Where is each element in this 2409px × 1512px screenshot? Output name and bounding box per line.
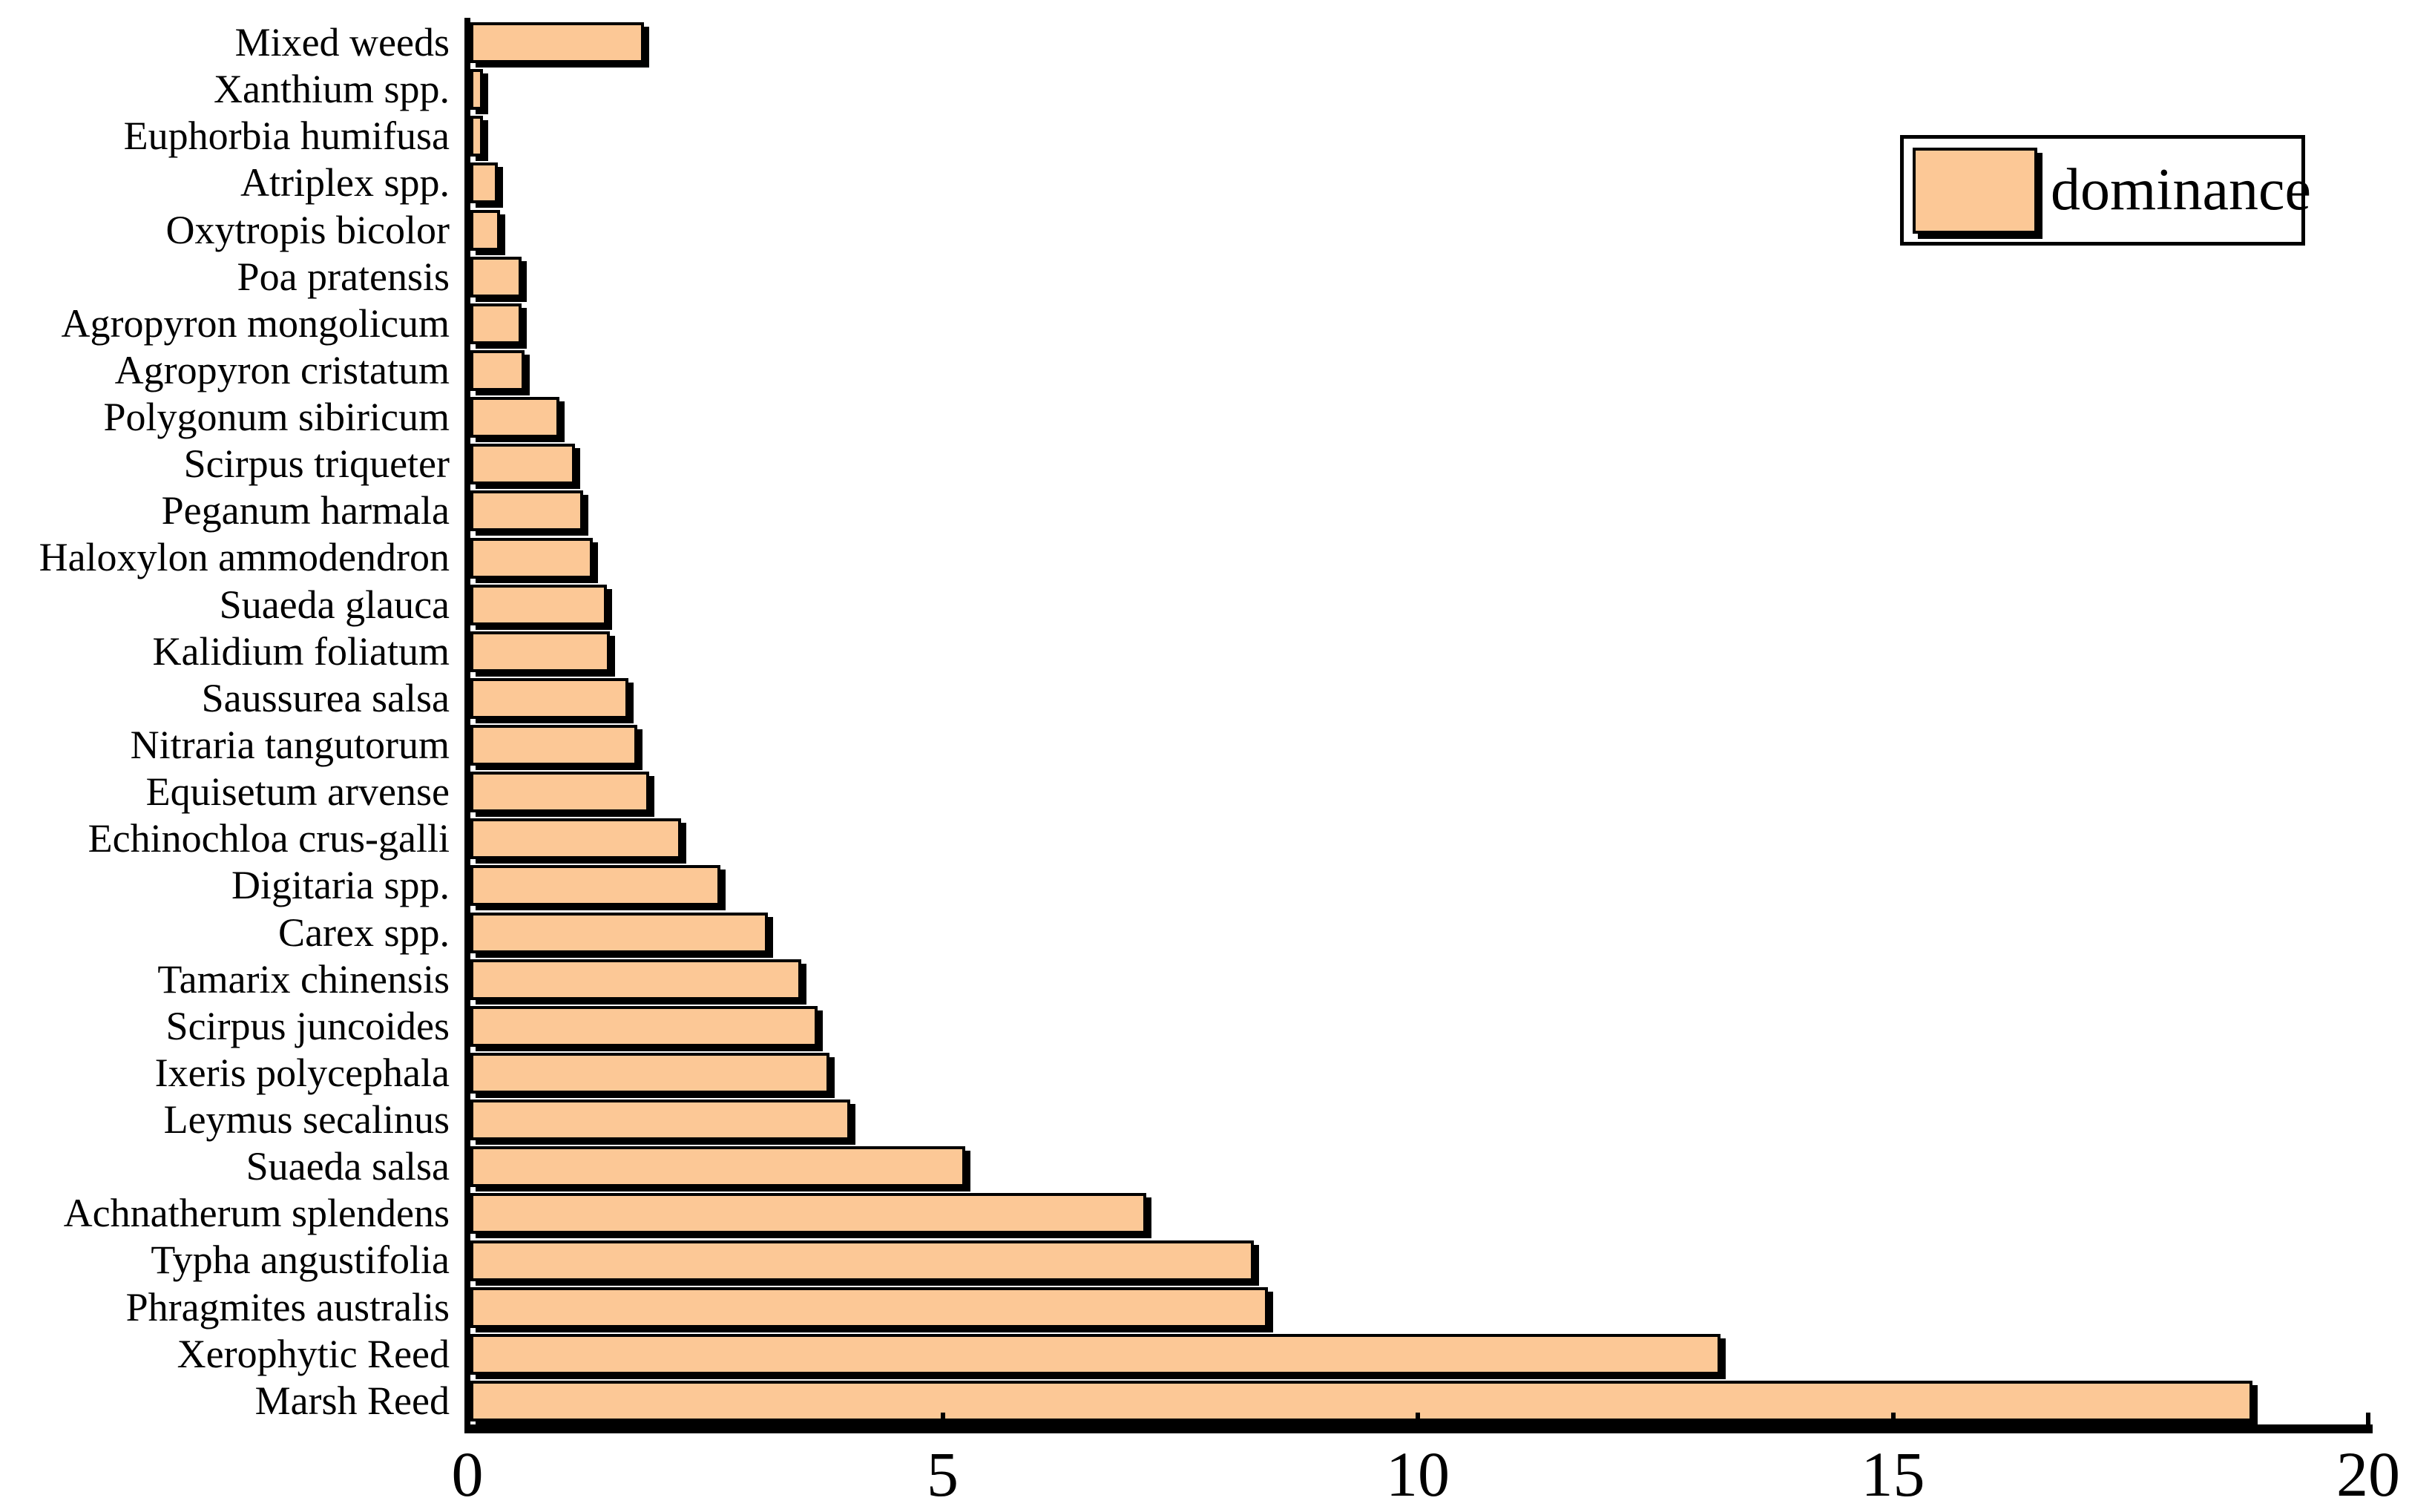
legend-swatch-icon <box>1913 147 2037 234</box>
category-label: Scirpus juncoides <box>165 1003 450 1048</box>
category-label: Suaeda salsa <box>246 1144 450 1189</box>
bar <box>470 69 483 111</box>
bar <box>470 584 608 625</box>
bar <box>470 490 584 532</box>
bar <box>470 1286 1268 1328</box>
bar <box>470 537 594 579</box>
bar <box>470 772 649 813</box>
bar <box>470 1146 966 1188</box>
category-label: Xanthium spp. <box>214 67 450 112</box>
x-axis-tick-label: 5 <box>927 1439 959 1510</box>
bar <box>470 631 611 672</box>
category-label: Xerophytic Reed <box>177 1331 450 1376</box>
bar <box>470 1005 818 1047</box>
bar <box>470 1053 830 1094</box>
category-label: Agropyron mongolicum <box>61 300 450 346</box>
category-label: Mixed weeds <box>234 20 450 65</box>
category-label: Polygonum sibiricum <box>103 395 450 440</box>
bar <box>470 162 499 204</box>
category-label: Kalidium foliatum <box>152 628 450 674</box>
bar <box>470 303 522 344</box>
category-label: Saussurea salsa <box>201 675 450 720</box>
legend-label: dominance <box>2051 157 2311 223</box>
category-label: Suaeda glauca <box>219 582 450 627</box>
category-label: Ixeris polycephala <box>154 1050 450 1095</box>
bar <box>470 912 768 953</box>
category-label: Atriplex spp. <box>240 160 450 206</box>
x-axis-tick <box>1416 1413 1420 1424</box>
category-label: Scirpus triqueter <box>183 441 450 487</box>
bar <box>470 677 628 719</box>
bar <box>470 256 522 298</box>
x-axis-tick-label: 20 <box>2336 1439 2400 1510</box>
category-label: Carex spp. <box>278 910 450 955</box>
y-axis-line <box>464 18 470 1433</box>
category-label: Achnatherum splendens <box>63 1191 450 1236</box>
bar <box>470 865 720 907</box>
x-axis-tick-label: 10 <box>1386 1439 1450 1510</box>
x-axis-tick <box>940 1413 945 1424</box>
category-label: Typha angustifolia <box>151 1237 450 1283</box>
category-label: Nitraria tangutorum <box>130 723 450 767</box>
x-axis-tick-label: 15 <box>1861 1439 1925 1510</box>
x-axis-tick <box>2366 1413 2370 1424</box>
bar <box>470 350 525 391</box>
bar <box>470 1100 851 1141</box>
category-label: Phragmites australis <box>125 1284 450 1329</box>
category-label: Haloxylon ammodendron <box>39 535 450 580</box>
x-axis-line <box>464 1424 2373 1433</box>
x-axis-tick <box>1890 1413 1896 1424</box>
bar <box>470 397 560 438</box>
category-label: Euphorbia humifusa <box>123 114 450 159</box>
bar <box>470 1240 1254 1281</box>
category-label: Marsh Reed <box>254 1378 450 1423</box>
bar <box>470 818 682 860</box>
bar <box>470 1193 1146 1235</box>
bar <box>470 444 575 485</box>
legend: dominance <box>1900 135 2311 246</box>
bar <box>470 22 645 64</box>
plot-area <box>470 19 2371 1424</box>
category-label: Leymus secalinus <box>163 1097 450 1143</box>
category-label: Oxytropis bicolor <box>165 207 450 252</box>
x-axis-tick-label: 0 <box>451 1439 484 1510</box>
bar <box>470 116 483 157</box>
category-label: Echinochloa crus-galli <box>88 816 450 861</box>
category-label: Agropyron cristatum <box>114 347 450 392</box>
bar <box>470 725 638 766</box>
bar <box>470 959 801 1000</box>
bar <box>470 1333 1721 1375</box>
bar <box>470 209 500 251</box>
category-label: Peganum harmala <box>161 488 450 533</box>
category-label: Equisetum arvense <box>145 769 450 815</box>
bar <box>470 1380 2252 1421</box>
category-label: Tamarix chinensis <box>157 956 450 1002</box>
category-label: Poa pratensis <box>237 254 450 299</box>
category-label: Digitaria spp. <box>231 863 450 908</box>
